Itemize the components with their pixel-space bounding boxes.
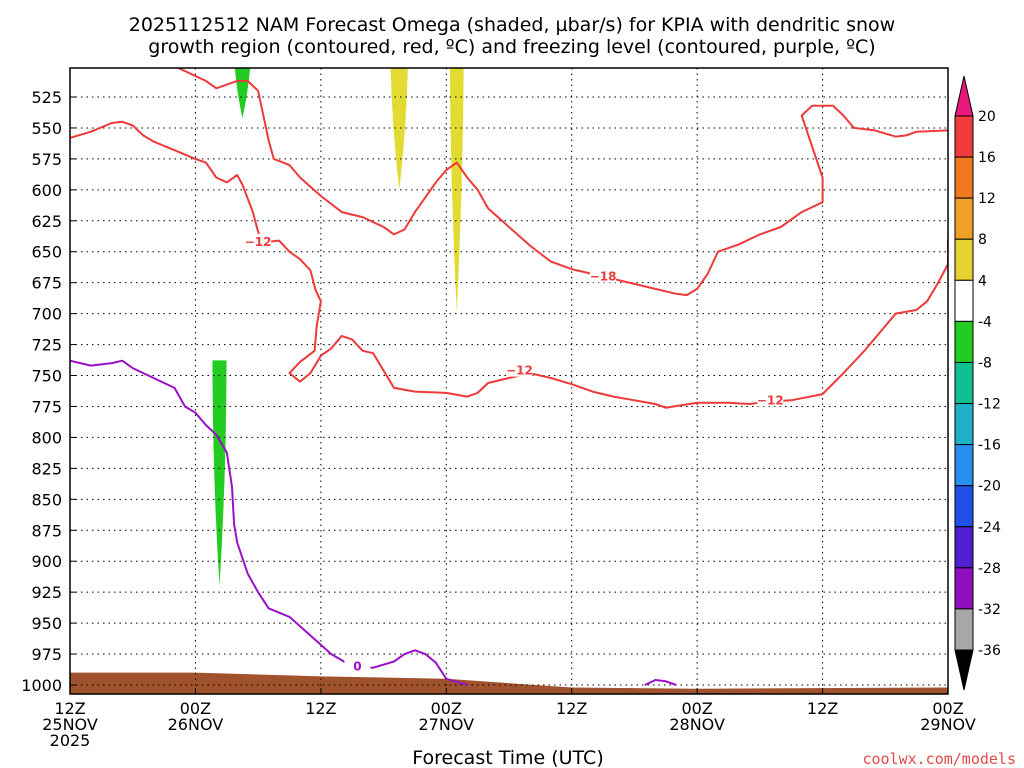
y-tick-label: 750 [31,367,62,386]
colorbar-label: 12 [978,191,996,207]
colorbar: 20 16 12 8 4 -4 -8 -12 -16 -20 -24 -28 -32 -36 [954,75,1001,691]
y-tick-label: 775 [31,397,62,416]
x-tick-label: 29NOV [920,715,976,734]
colorbar-segment [954,320,974,363]
colorbar-label: -28 [978,561,1001,577]
contour-label-bg [245,233,272,248]
colorbar-label: 20 [978,109,996,125]
colorbar-segment [954,526,974,569]
colorbar-segment [954,238,974,281]
contour-label-bg [757,392,784,407]
x-tick-label: 25NOV [42,715,98,734]
x-tick-label: 12Z [305,699,336,718]
x-tick-label: 00Z [932,699,963,718]
colorbar-top-arrow [954,75,974,117]
colorbar-label: -20 [978,479,1001,495]
colorbar-segment [954,485,974,528]
colorbar-bottom-arrow [954,649,974,691]
colorbar-label: 4 [978,273,987,289]
y-tick-label: 675 [31,274,62,293]
contour-line-3 [644,679,677,686]
contour-label: 0 [353,659,361,673]
y-tick-label: 550 [31,119,62,138]
y-tick-label: 975 [31,645,62,664]
omega-shade-3 [212,360,227,586]
credit-link[interactable]: coolwx.com/models [862,750,1016,768]
omega-shade-0 [390,68,408,190]
colorbar-segment [954,279,974,322]
colorbar-label: -36 [978,643,1001,659]
colorbar-label: -4 [978,314,992,330]
plot-area: −12 −12 −12 −18 0 [69,67,949,695]
colorbar-label: 16 [978,150,996,166]
y-tick-label: 800 [31,428,62,447]
x-tick-label: 28NOV [669,715,725,734]
y-tick-label: 700 [31,305,62,324]
y-tick-label: 950 [31,614,62,633]
colorbar-segment [954,444,974,487]
y-tick-label: 825 [31,459,62,478]
ground-surface [70,672,948,694]
colorbar-label: -12 [978,397,1001,413]
y-axis: 525 550 575 600 625 650 675 700 725 750 775 800 825 8… [21,88,76,695]
y-tick-label: 925 [31,583,62,602]
y-tick-label: 600 [31,181,62,200]
y-tick-label: 625 [31,212,62,231]
colorbar-segment [954,156,974,199]
x-tick-label: 00Z [180,699,211,718]
y-tick-label: 850 [31,490,62,509]
colorbar-segment [954,361,974,405]
colorbar-segment [954,115,974,158]
x-tick-label: 12Z [556,699,587,718]
colorbar-label: -32 [978,602,1001,618]
contour-label: −12 [245,235,272,249]
contour-line-1 [176,68,948,297]
chart-title-line1: 2025112512 NAM Forecast Omega (shaded, µ… [129,14,895,36]
x-tick-label: 00Z [431,699,462,718]
y-tick-label: 1000 [21,676,62,695]
x-tick-label: 12Z [807,699,838,718]
colorbar-label: -16 [978,438,1001,454]
colorbar-segment [954,403,974,446]
colorbar-segment [954,567,974,610]
contour-label: −18 [590,269,617,283]
x-tick-label: 00Z [681,699,712,718]
y-tick-label: 525 [31,88,62,107]
plot-content: −12 −12 −12 −18 0 [70,68,948,694]
contour-label-bg [506,362,533,377]
colorbar-segment [954,197,974,240]
contour-label: −12 [757,393,784,407]
x-tick-label: 12Z [54,699,85,718]
contour-label: −12 [506,364,533,378]
contour-label-bg [590,268,617,283]
x-tick-label: 26NOV [168,715,224,734]
contour-label-bg [344,658,371,673]
colorbar-segment [954,608,974,651]
y-tick-label: 875 [31,521,62,540]
colorbar-label: -24 [978,520,1001,536]
colorbar-label: -8 [978,355,992,371]
colorbar-label: 8 [978,232,987,248]
y-tick-label: 650 [31,243,62,262]
chart-title-line2: growth region (contoured, red, ºC) and f… [148,36,875,58]
y-tick-label: 575 [31,150,62,169]
omega-shade-1 [449,68,464,312]
x-tick-label: 27NOV [418,715,474,734]
x-tick-label: 2025 [50,731,91,750]
y-tick-label: 900 [31,552,62,571]
x-axis-title: Forecast Time (UTC) [412,747,603,768]
y-tick-label: 725 [31,336,62,355]
plot-frame [69,67,949,695]
contour-line-2 [70,359,468,686]
